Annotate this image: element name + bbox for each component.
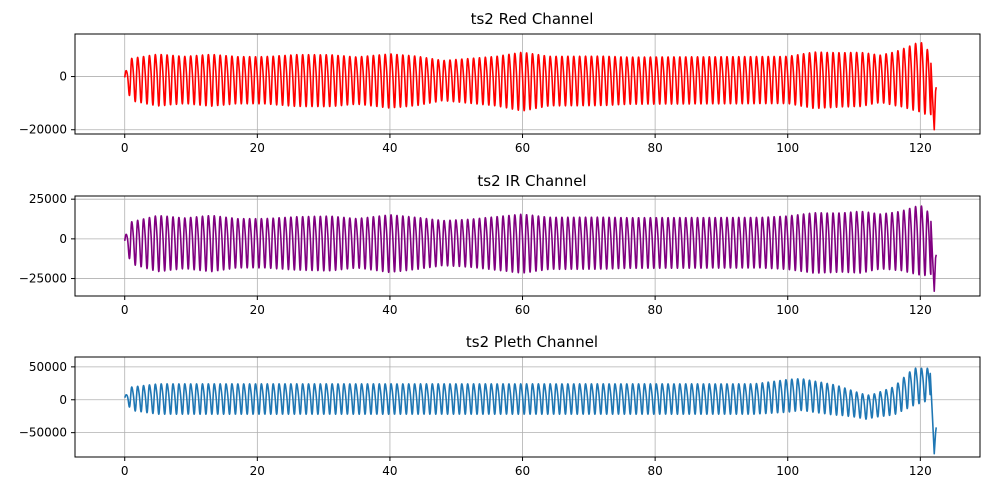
x-tick-label: 40 — [382, 303, 397, 317]
x-tick-label: 60 — [515, 464, 530, 478]
y-tick-label: −20000 — [19, 123, 67, 137]
x-tick-label: 80 — [647, 303, 662, 317]
plot-frame — [74, 33, 981, 135]
x-tick-label: 40 — [382, 141, 397, 155]
x-tick-label: 100 — [776, 464, 799, 478]
chart-title-pleth: ts2 Pleth Channel — [466, 333, 598, 351]
x-tick-label: 120 — [909, 464, 932, 478]
x-tick-label: 0 — [121, 464, 129, 478]
x-tick-label: 0 — [121, 141, 129, 155]
y-tick-label: 0 — [59, 232, 67, 246]
x-tick-label: 120 — [909, 303, 932, 317]
x-tick-label: 120 — [909, 141, 932, 155]
series-line-ir — [123, 205, 938, 293]
series-line-red — [123, 42, 938, 131]
plot-frame — [74, 195, 981, 297]
y-tick-label: 0 — [59, 70, 67, 84]
x-tick-label: 60 — [515, 141, 530, 155]
panel-red-channel: ts2 Red Channel 0 20 40 60 80 100 120 0 −20000 — [19, 10, 981, 155]
y-tick-label: 50000 — [29, 360, 67, 374]
x-tick-label: 80 — [647, 141, 662, 155]
x-tick-label: 100 — [776, 141, 799, 155]
chart-title-red: ts2 Red Channel — [471, 10, 594, 28]
x-tick-label: 0 — [121, 303, 129, 317]
x-tick-label: 40 — [382, 464, 397, 478]
plot-frame — [74, 356, 981, 458]
x-tick-label: 20 — [250, 464, 265, 478]
series-line-pleth — [124, 367, 938, 455]
y-tick-label: 25000 — [29, 192, 67, 206]
x-tick-label: 100 — [776, 303, 799, 317]
x-tick-label: 80 — [647, 464, 662, 478]
y-tick-label: 0 — [59, 393, 67, 407]
x-tick-label: 60 — [515, 303, 530, 317]
panel-pleth-channel: ts2 Pleth Channel 0 20 40 60 80 100 120 50000 0 −… — [19, 333, 981, 478]
x-tick-label: 20 — [250, 141, 265, 155]
y-tick-label: −50000 — [19, 426, 67, 440]
x-tick-label: 20 — [250, 303, 265, 317]
chart-title-ir: ts2 IR Channel — [477, 172, 586, 190]
y-tick-label: −25000 — [19, 272, 67, 286]
panel-ir-channel: ts2 IR Channel 0 20 40 60 80 100 120 25000 0 −250… — [19, 172, 981, 317]
